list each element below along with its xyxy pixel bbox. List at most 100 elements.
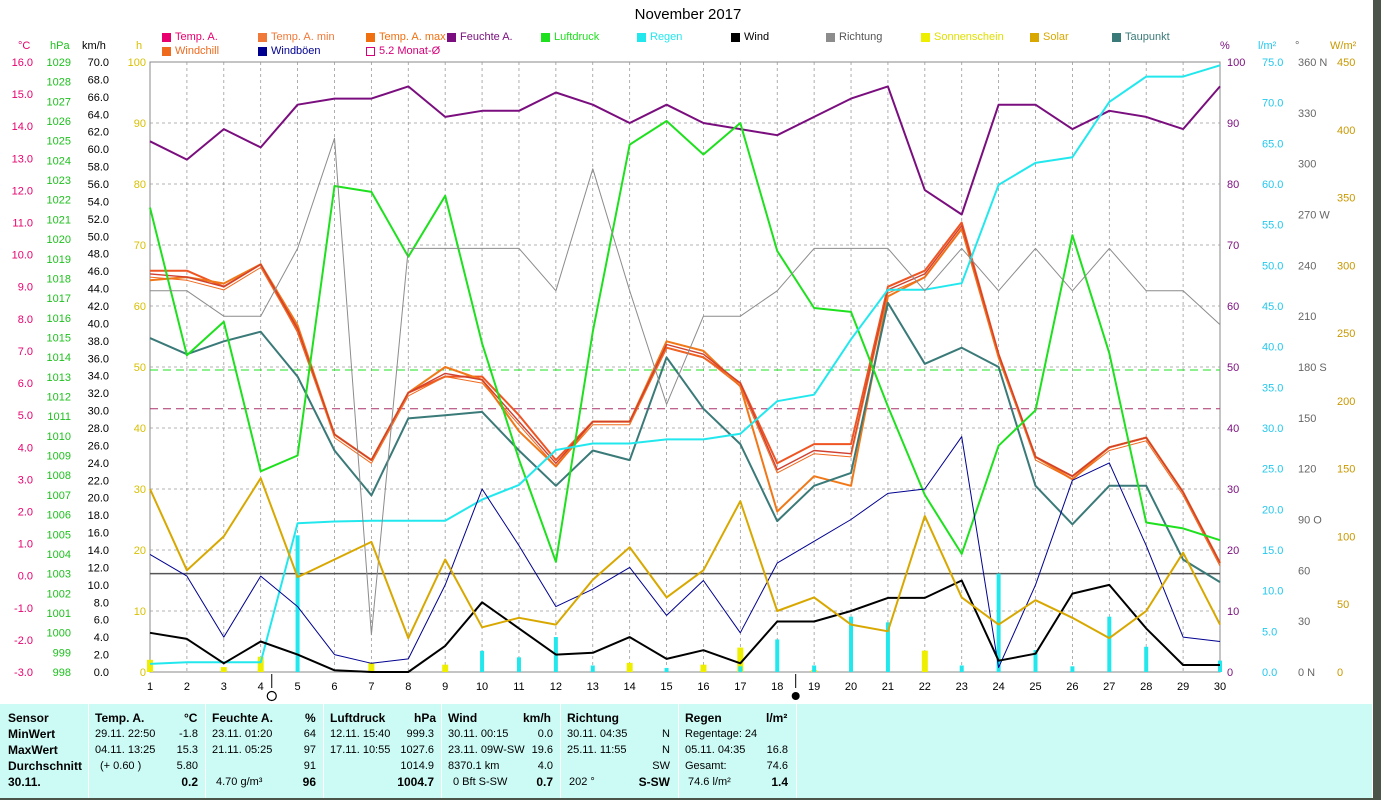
pressure-tick: 1005 bbox=[47, 529, 71, 541]
pressure-tick: 1025 bbox=[47, 136, 71, 148]
legend-swatch bbox=[258, 46, 267, 56]
pressure-tick: 1002 bbox=[47, 588, 71, 600]
wind-min: 0.0 bbox=[537, 728, 553, 740]
pressure-tick: 1029 bbox=[47, 57, 71, 69]
wind-tick: 32.0 bbox=[88, 388, 109, 400]
legend-item: Solar bbox=[1030, 31, 1069, 43]
x-tick-label: 25 bbox=[1029, 681, 1041, 693]
x-tick-label: 30 bbox=[1214, 681, 1226, 693]
rain-bar bbox=[295, 535, 300, 672]
temp-tick: 7.0 bbox=[18, 346, 33, 358]
legend-label: Solar bbox=[1043, 31, 1069, 43]
wind-title: Wind bbox=[448, 711, 478, 725]
rain-tick: 45.0 bbox=[1262, 301, 1283, 313]
legend-swatch bbox=[447, 32, 456, 42]
rain-unit: l/m² bbox=[766, 711, 788, 725]
temp-tick: 4.0 bbox=[18, 442, 33, 454]
rain-bar bbox=[590, 665, 595, 672]
pressure-min-time: 12.11. 15:40 bbox=[330, 728, 391, 740]
pressure-title: Luftdruck bbox=[330, 711, 386, 725]
humidity-max-time: 21.11. 05:25 bbox=[212, 744, 273, 756]
humidity-tick: 80 bbox=[1227, 179, 1239, 191]
unit-solar: W/m² bbox=[1330, 40, 1357, 52]
rain-max: 16.8 bbox=[766, 744, 788, 756]
pressure-tick: 1028 bbox=[47, 77, 71, 89]
wind-tick: 60.0 bbox=[88, 144, 109, 156]
wind-tick: 16.0 bbox=[88, 528, 109, 540]
legend-swatch bbox=[1030, 32, 1039, 42]
pressure-tick: 1015 bbox=[47, 332, 71, 344]
temp-tick: 9.0 bbox=[18, 282, 33, 294]
pressure-tick: 1007 bbox=[47, 490, 71, 502]
temp-tick: -3.0 bbox=[14, 667, 33, 679]
wind-tick: 2.0 bbox=[94, 650, 109, 662]
pressure-tick: 1018 bbox=[47, 273, 71, 285]
direction-today: S-SW bbox=[638, 775, 670, 789]
wind-tick: 70.0 bbox=[88, 57, 109, 69]
temp-tick: 12.0 bbox=[12, 185, 33, 197]
pressure-tick: 1020 bbox=[47, 234, 71, 246]
window-edge-right bbox=[1373, 0, 1381, 800]
series-line-taupunkt bbox=[149, 301, 1221, 583]
pressure-avg: 1014.9 bbox=[400, 760, 434, 772]
direction-title: Richtung bbox=[567, 711, 619, 725]
legend-swatch bbox=[541, 32, 550, 42]
legend-item: Windböen bbox=[258, 45, 321, 57]
wind-tick: 8.0 bbox=[94, 597, 109, 609]
sunshine-bar bbox=[368, 662, 375, 672]
pressure-max-time: 17.11. 10:55 bbox=[330, 744, 391, 756]
humidity-tick: 70 bbox=[1227, 240, 1239, 252]
rain-tick: 40.0 bbox=[1262, 342, 1283, 354]
humidity-max: 97 bbox=[303, 744, 316, 756]
direction-tick: 360 N bbox=[1298, 57, 1327, 69]
legend-item: Richtung bbox=[826, 31, 882, 43]
direction-tick: 60 bbox=[1298, 565, 1310, 577]
row-label-sensor: Sensor bbox=[8, 711, 49, 725]
open-circle-marker bbox=[266, 690, 277, 702]
x-tick-label: 16 bbox=[697, 681, 709, 693]
wind-tick: 68.0 bbox=[88, 74, 109, 86]
rain-bar bbox=[1107, 616, 1112, 672]
temp-tick: -2.0 bbox=[14, 635, 33, 647]
sun-tick: 100 bbox=[128, 57, 146, 69]
sun-tick: 0 bbox=[140, 667, 146, 679]
humidity-unit: % bbox=[305, 711, 316, 725]
legend-item: Temp. A. min bbox=[258, 31, 335, 43]
sun-tick: 80 bbox=[134, 179, 146, 191]
wind-tick: 22.0 bbox=[88, 475, 109, 487]
pressure-tick: 1008 bbox=[47, 470, 71, 482]
humidity-tick: 0 bbox=[1227, 667, 1233, 679]
chart-title: November 2017 bbox=[634, 6, 742, 23]
wind-today-note: 0 Bft S-SW bbox=[453, 776, 508, 788]
pressure-tick: 1011 bbox=[47, 411, 71, 423]
rain-total-label: Gesamt: bbox=[685, 760, 727, 772]
direction-tick: 90 O bbox=[1298, 515, 1322, 527]
rain-tick: 70.0 bbox=[1262, 98, 1283, 110]
rain-tick: 75.0 bbox=[1262, 57, 1283, 69]
direction-min-time: 30.11. 04:35 bbox=[567, 728, 628, 740]
unit-direction: ° bbox=[1295, 40, 1300, 52]
direction-avg: SW bbox=[652, 760, 670, 772]
wind-tick: 36.0 bbox=[88, 353, 109, 365]
pressure-tick: 1022 bbox=[47, 195, 71, 207]
rain-bar bbox=[664, 667, 669, 672]
wind-tick: 48.0 bbox=[88, 249, 109, 261]
rain-tick: 60.0 bbox=[1262, 179, 1283, 191]
series-line-luftdruck bbox=[149, 120, 1221, 563]
series-line-regen bbox=[149, 64, 1221, 665]
legend-label: Windböen bbox=[271, 45, 321, 57]
direction-tick: 210 bbox=[1298, 311, 1316, 323]
legend-label: Windchill bbox=[175, 45, 220, 57]
unit-sun: h bbox=[136, 40, 143, 52]
rain-bar bbox=[1033, 650, 1038, 672]
direction-tick: 300 bbox=[1298, 159, 1316, 171]
rain-tick: 15.0 bbox=[1262, 545, 1283, 557]
direction-min: N bbox=[662, 728, 670, 740]
humidity-tick: 30 bbox=[1227, 484, 1239, 496]
solar-tick: 350 bbox=[1337, 193, 1355, 205]
x-tick-label: 2 bbox=[184, 681, 190, 693]
humidity-today: 96 bbox=[302, 775, 316, 789]
wind-tick: 12.0 bbox=[88, 562, 109, 574]
temp-tick: 1.0 bbox=[18, 539, 33, 551]
legend-swatch bbox=[162, 46, 171, 56]
